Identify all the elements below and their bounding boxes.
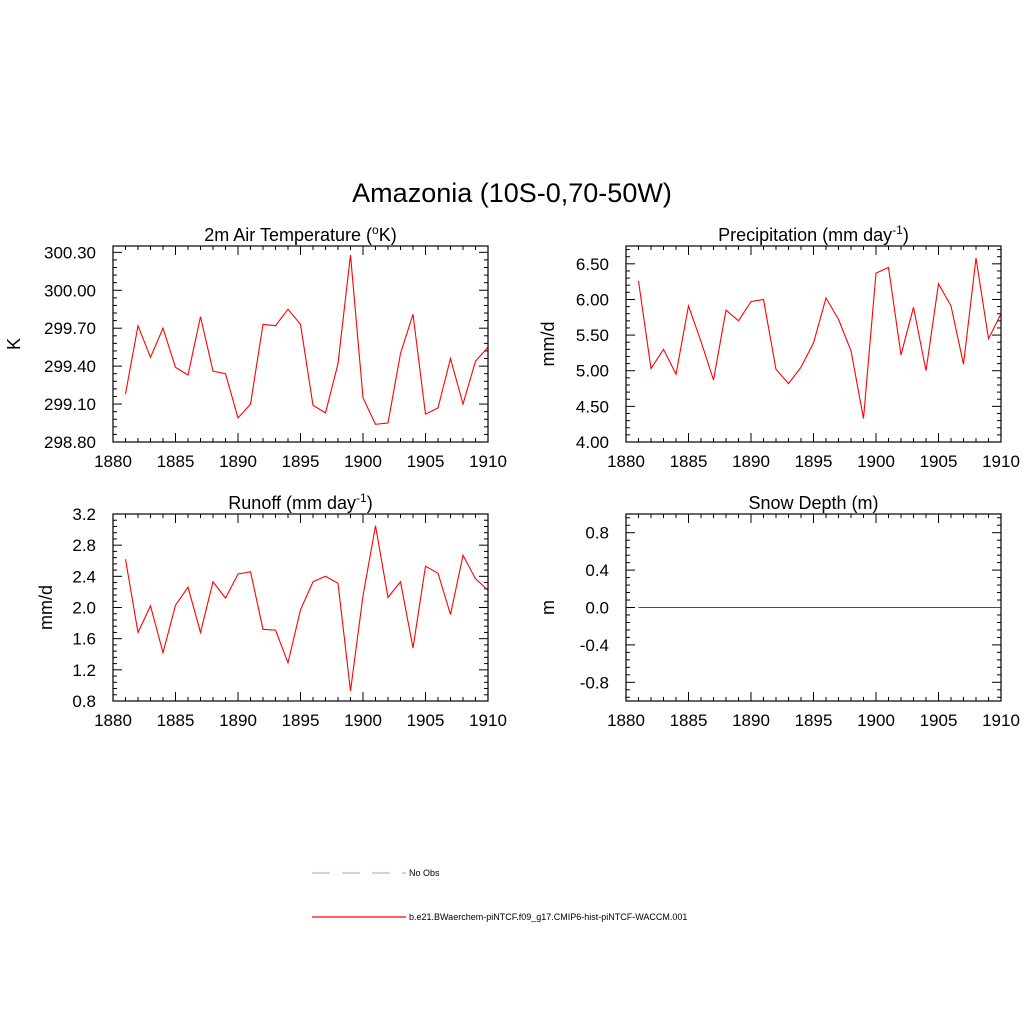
y-tick-label: 300.00	[44, 281, 96, 300]
figure-title: Amazonia (10S-0,70-50W)	[352, 178, 672, 208]
x-tick-label: 1880	[94, 452, 132, 471]
x-tick-label: 1905	[407, 452, 445, 471]
y-tick-label: 299.40	[44, 357, 96, 376]
x-tick-label: 1885	[157, 452, 195, 471]
legend-item: No Obs	[312, 868, 440, 878]
legend-item: b.e21.BWaerchem-piNTCF.f09_g17.CMIP6-his…	[312, 912, 687, 922]
y-tick-label: 2.0	[72, 599, 96, 618]
panel-3: Runoff (mm day-1) 1880 1885 1890 1895 1900 190…	[36, 491, 507, 730]
x-tick-label: 1885	[157, 711, 195, 730]
plot-frame	[625, 513, 1002, 702]
x-tick-label: 1890	[219, 452, 257, 471]
y-tick-label: 3.2	[72, 505, 96, 524]
x-tick-label: 1890	[732, 452, 770, 471]
y-tick-label: 2.8	[72, 536, 96, 555]
y-axis-label: K	[4, 338, 24, 350]
plot-frame	[112, 513, 489, 702]
panel-1: 2m Air Temperature (oK) 1880 1885 1890 1895 1…	[4, 223, 507, 471]
x-tick-label: 1910	[469, 452, 507, 471]
y-tick-label: 299.70	[44, 319, 96, 338]
y-tick-label: 0.8	[585, 524, 609, 543]
x-tick-label: 1900	[857, 452, 895, 471]
x-tick-label: 1890	[732, 711, 770, 730]
y-tick-label: 298.80	[44, 433, 96, 452]
y-tick-label: 0.0	[585, 599, 609, 618]
legend-label: No Obs	[409, 868, 440, 878]
panel-title-superscript: -1	[356, 491, 367, 505]
x-tick-label: 1900	[857, 711, 895, 730]
panel-title-tail: )	[903, 225, 909, 245]
x-tick-label: 1895	[795, 711, 833, 730]
y-tick-label: 5.50	[576, 326, 609, 345]
legend: No Obs b.e21.BWaerchem-piNTCF.f09_g17.CMI…	[312, 868, 687, 922]
x-tick-label: 1895	[795, 452, 833, 471]
panel-title-main: Precipitation (mm day	[718, 225, 892, 245]
panel-title-tail: K)	[379, 225, 397, 245]
y-axis-label: mm/d	[538, 322, 558, 367]
panel-title-tail: )	[367, 493, 373, 513]
x-tick-label: 1905	[920, 452, 958, 471]
series-line	[124, 525, 489, 691]
y-tick-label: 5.00	[576, 362, 609, 381]
y-tick-label: -0.4	[580, 636, 609, 655]
y-tick-label: 6.00	[576, 290, 609, 309]
x-tick-label: 1880	[607, 452, 645, 471]
x-tick-label: 1880	[607, 711, 645, 730]
x-tick-label: 1900	[344, 452, 382, 471]
y-tick-label: 1.6	[72, 630, 96, 649]
panel-title-main: Runoff (mm day	[228, 493, 356, 513]
y-tick-label: 4.50	[576, 397, 609, 416]
x-tick-label: 1885	[670, 452, 708, 471]
y-tick-label: 2.4	[72, 567, 96, 586]
panel-title: Runoff (mm day-1)	[228, 491, 372, 513]
y-tick-label: 1.2	[72, 661, 96, 680]
panel-title-main: 2m Air Temperature (	[204, 225, 372, 245]
plot-frame	[625, 245, 1002, 443]
x-tick-label: 1885	[670, 711, 708, 730]
x-tick-label: 1895	[282, 711, 320, 730]
y-tick-label: 6.50	[576, 255, 609, 274]
x-tick-label: 1910	[469, 711, 507, 730]
y-tick-label: 299.10	[44, 395, 96, 414]
series-line	[637, 258, 1002, 419]
y-axis-label: mm/d	[36, 585, 56, 630]
x-tick-label: 1880	[94, 711, 132, 730]
x-tick-label: 1895	[282, 452, 320, 471]
x-tick-label: 1900	[344, 711, 382, 730]
panel-4: Snow Depth (m) 1880 1885 1890 1895 1900 1905 19…	[538, 493, 1020, 730]
y-tick-label: 0.4	[585, 561, 609, 580]
plot-frame	[112, 245, 489, 443]
legend-label: b.e21.BWaerchem-piNTCF.f09_g17.CMIP6-his…	[409, 912, 687, 922]
panel-2: Precipitation (mm day-1) 1880 1885 1890 1895…	[538, 223, 1020, 471]
series-line	[124, 254, 489, 425]
x-tick-label: 1910	[982, 711, 1020, 730]
panel-title-superscript: -1	[892, 223, 903, 237]
panel-title-superscript: o	[372, 223, 379, 237]
panel-title: Precipitation (mm day-1)	[718, 223, 909, 245]
y-tick-label: 0.8	[72, 692, 96, 711]
y-tick-label: 300.30	[44, 243, 96, 262]
x-tick-label: 1910	[982, 452, 1020, 471]
y-tick-label: -0.8	[580, 673, 609, 692]
y-tick-label: 4.00	[576, 433, 609, 452]
panels: 2m Air Temperature (oK)1880 1885 1890 1895 1…	[4, 223, 1020, 730]
x-tick-label: 1905	[407, 711, 445, 730]
x-tick-label: 1905	[920, 711, 958, 730]
panel-title-main: Snow Depth (m)	[748, 493, 878, 513]
panel-title: Snow Depth (m)	[748, 493, 878, 513]
y-axis-label: m	[538, 600, 558, 615]
x-tick-label: 1890	[219, 711, 257, 730]
panel-title: 2m Air Temperature (oK)	[204, 223, 396, 245]
